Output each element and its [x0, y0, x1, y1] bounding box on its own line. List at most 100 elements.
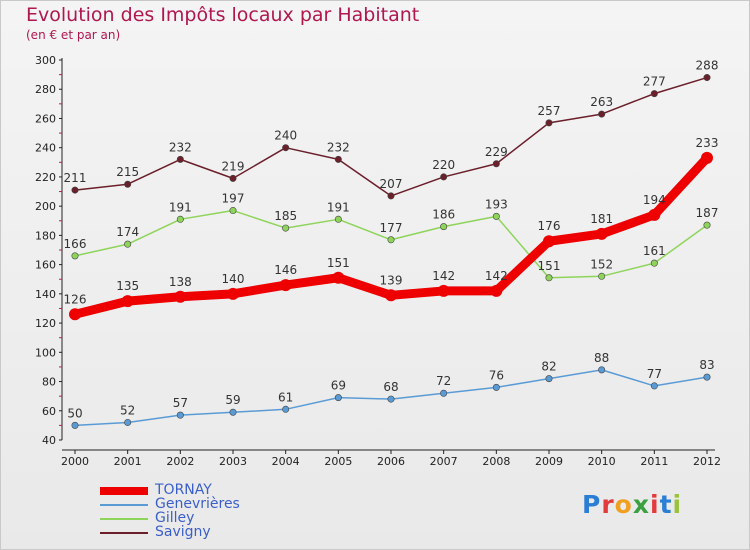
- data-point: [545, 274, 553, 282]
- data-label: 76: [489, 368, 504, 382]
- data-label: 257: [538, 104, 561, 118]
- data-point: [229, 408, 237, 416]
- data-label: 69: [331, 379, 346, 393]
- logo-letter: i: [672, 490, 683, 519]
- logo-letter: r: [601, 490, 615, 519]
- x-tick-label: 2000: [61, 455, 89, 468]
- data-point: [69, 308, 81, 321]
- data-label: 177: [380, 221, 403, 235]
- data-point: [71, 186, 79, 194]
- legend-label-savigny: Savigny: [155, 524, 211, 540]
- data-point: [650, 382, 658, 390]
- data-point: [282, 144, 290, 152]
- x-tick-label: 2012: [693, 455, 721, 468]
- data-point: [282, 405, 290, 413]
- x-tick-label: 2008: [482, 455, 510, 468]
- data-point: [703, 221, 711, 229]
- legend-label-gilley: Gilley: [155, 510, 195, 526]
- data-label: 186: [432, 208, 455, 222]
- x-tick-label: 2010: [588, 455, 616, 468]
- data-label: 220: [432, 158, 455, 172]
- x-tick-label: 2011: [640, 455, 668, 468]
- data-point: [334, 394, 342, 402]
- data-label: 140: [222, 272, 245, 286]
- x-tick-label: 2009: [535, 455, 563, 468]
- data-point: [492, 383, 500, 391]
- data-point: [121, 295, 134, 308]
- data-label: 88: [594, 351, 609, 365]
- data-label: 161: [643, 244, 666, 258]
- y-tick-label: 260: [35, 112, 56, 125]
- data-label: 207: [380, 177, 403, 191]
- legend-label-tornay: TORNAY: [155, 482, 212, 498]
- data-point: [124, 180, 132, 188]
- data-label: 61: [278, 390, 293, 404]
- data-point: [334, 215, 342, 223]
- proxiti-logo: Proxiti: [582, 490, 682, 519]
- data-point: [387, 395, 395, 403]
- y-tick-label: 120: [35, 317, 56, 330]
- data-point: [598, 366, 606, 374]
- data-point: [648, 208, 661, 221]
- data-point: [229, 207, 237, 215]
- data-point: [598, 272, 606, 280]
- data-point: [543, 235, 555, 248]
- data-label: 197: [222, 192, 245, 206]
- x-tick-label: 2006: [377, 455, 405, 468]
- data-point: [387, 192, 395, 200]
- data-label: 142: [432, 269, 455, 283]
- logo-letter: t: [659, 490, 673, 519]
- data-label: 59: [225, 393, 240, 407]
- y-tick-label: 220: [35, 171, 56, 184]
- y-tick-label: 180: [35, 229, 56, 242]
- data-label: 151: [327, 256, 350, 270]
- data-label: 83: [699, 358, 714, 372]
- legend-swatch-savigny: [100, 532, 148, 534]
- data-point: [437, 284, 450, 297]
- data-label: 211: [64, 171, 87, 185]
- data-point: [703, 74, 711, 82]
- y-tick-label: 100: [35, 346, 56, 359]
- y-tick-label: 40: [42, 434, 56, 447]
- data-label: 181: [590, 212, 613, 226]
- data-label: 50: [67, 406, 82, 420]
- data-label: 68: [383, 380, 398, 394]
- data-point: [176, 155, 184, 163]
- legend-swatch-genevrieres: [100, 504, 148, 506]
- data-point: [545, 119, 553, 127]
- data-label: 233: [696, 136, 719, 150]
- x-tick-label: 2002: [166, 455, 194, 468]
- x-tick-label: 2005: [324, 455, 352, 468]
- data-point: [703, 373, 711, 381]
- data-point: [124, 418, 132, 426]
- data-point: [598, 110, 606, 118]
- data-label: 232: [327, 140, 350, 154]
- data-label: 263: [590, 95, 613, 109]
- y-tick-label: 200: [35, 200, 56, 213]
- data-point: [332, 271, 345, 284]
- data-point: [176, 411, 184, 419]
- data-label: 229: [485, 145, 508, 159]
- data-point: [492, 212, 500, 220]
- data-point: [71, 252, 79, 260]
- legend-swatch-gilley: [100, 518, 148, 520]
- data-point: [440, 389, 448, 397]
- legend-swatch-tornay: [100, 487, 148, 495]
- y-tick-label: 160: [35, 259, 56, 272]
- data-point: [701, 151, 713, 164]
- data-point: [490, 284, 503, 297]
- data-label: 219: [222, 159, 245, 173]
- data-point: [385, 289, 397, 302]
- data-point: [282, 224, 290, 232]
- y-tick-label: 60: [42, 405, 56, 418]
- data-label: 152: [590, 257, 613, 271]
- data-point: [176, 215, 184, 223]
- data-label: 215: [116, 165, 139, 179]
- y-tick-label: 140: [35, 288, 56, 301]
- data-label: 191: [327, 200, 350, 214]
- y-tick-label: 80: [42, 376, 56, 389]
- data-label: 151: [538, 259, 561, 273]
- data-point: [440, 173, 448, 181]
- data-label: 176: [538, 219, 561, 233]
